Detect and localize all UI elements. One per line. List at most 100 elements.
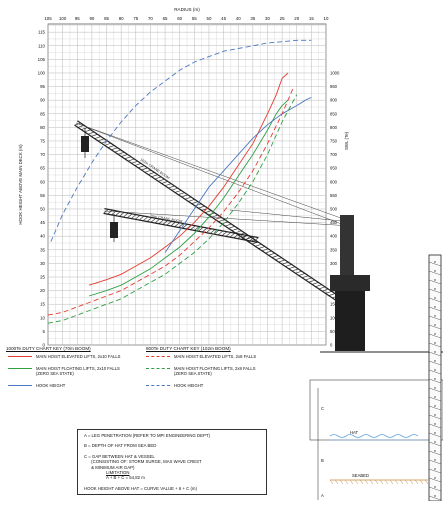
seabed-hatch [410, 480, 413, 484]
x-tick-label: 60 [177, 16, 182, 21]
series-line-102m-3 [48, 87, 294, 316]
x-tick-label: 10 [324, 16, 329, 21]
boom-lacing [226, 232, 231, 236]
x-tick-label: 105 [44, 16, 52, 21]
boom-lacing [319, 287, 325, 289]
y-tick-label: 100 [38, 70, 46, 75]
boom-lacing [143, 217, 148, 221]
seabed-hatch [385, 480, 388, 484]
boom-lacing [232, 229, 238, 231]
x-tick-label: 50 [207, 16, 212, 21]
boom-lacing [312, 282, 318, 284]
seabed-hatch [375, 480, 378, 484]
y2-tick-label: 550 [330, 193, 338, 198]
leg-hole [434, 468, 435, 469]
y-tick-label: 20 [40, 288, 45, 293]
boom-lacing [178, 193, 184, 195]
boom-lacing [285, 264, 291, 266]
legend-swatch [8, 368, 32, 369]
y2-tick-label: 600 [330, 179, 338, 184]
x-axis-title: RADIUS (m) [174, 7, 200, 12]
leg-hole [434, 288, 435, 289]
boom-lacing [98, 139, 104, 141]
seabed-hatch [330, 480, 333, 484]
x-tick-label: 95 [75, 16, 80, 21]
boom-label-102m: 102m CRANE BOOM [139, 158, 170, 181]
seabed-hatch [420, 480, 423, 484]
crane-base [335, 291, 365, 351]
x-tick-label: 45 [221, 16, 226, 21]
leg-hole [434, 405, 435, 406]
legend-label: MAIN HOIST FLOATING LIFTS, 2x8 FALLS (ZE… [174, 366, 256, 376]
x-tick-label: 20 [294, 16, 299, 21]
y2-tick-label: 900 [330, 98, 338, 103]
y2-tick-label: 300 [330, 261, 338, 266]
y2-tick-label: 350 [330, 247, 338, 252]
y2-tick-label: 950 [330, 84, 338, 89]
hat-label: HAT [350, 430, 359, 435]
y-tick-label: 60 [40, 179, 45, 184]
boom-lacing [148, 172, 154, 174]
boom-lacing [212, 215, 218, 217]
legend-swatch [146, 385, 170, 386]
boom-lacing [108, 146, 114, 148]
seabed-hatch [390, 480, 393, 484]
y-tick-label: 95 [40, 84, 45, 89]
boom-lacing [295, 271, 301, 273]
boom-lacing [255, 244, 261, 246]
boom-lacing [81, 128, 87, 130]
seabed-hatch [365, 480, 368, 484]
legend-item-left-1: MAIN HOIST FLOATING LIFTS, 2x10 FALLS (Z… [8, 366, 120, 376]
legend-item-right-2: HOOK HEIGHT [146, 383, 203, 388]
boom-lacing [259, 246, 265, 248]
seabed-hatch [395, 480, 398, 484]
boom-lacing [292, 269, 298, 271]
legend-item-right-0: MAIN HOIST ELEVATED LIFTS, 2x8 FALLS [146, 354, 256, 359]
boom-lacing [91, 134, 97, 136]
x-tick-label: 55 [192, 16, 197, 21]
boom-lacing [128, 159, 134, 161]
boom-lacing [195, 204, 201, 206]
pendant-wire [76, 123, 352, 222]
boom-lacing [185, 197, 191, 199]
leg-hole [434, 486, 435, 487]
y-axis-title: HOOK HEIGHT ABOVE MAIN DECK (m) [18, 144, 23, 225]
dim-a-label: A [321, 493, 324, 498]
x-tick-label: 30 [265, 16, 270, 21]
leg-hole [434, 450, 435, 451]
boom-lacing [105, 143, 111, 145]
y-tick-label: 110 [38, 43, 46, 48]
y-tick-label: 25 [40, 274, 45, 279]
hat-waterline [330, 435, 418, 438]
boom-lacing [168, 186, 174, 188]
seabed-hatch [355, 480, 358, 484]
boom-lacing [175, 190, 181, 192]
legend-label: MAIN HOIST ELEVATED LIFTS, 2x10 FALLS [36, 354, 120, 359]
boom-chord [77, 121, 338, 296]
y2-tick-label: 650 [330, 166, 338, 171]
y-tick-label: 45 [40, 220, 45, 225]
boom-lacing [265, 251, 271, 253]
boom-lacing [145, 170, 151, 172]
leg-hole [434, 396, 435, 397]
jackup-leg [429, 255, 441, 501]
legend-label: MAIN HOIST ELEVATED LIFTS, 2x8 FALLS [174, 354, 256, 359]
y-tick-label: 15 [40, 302, 45, 307]
boom-lacing [225, 224, 231, 226]
pendant-wire [230, 210, 352, 222]
y-tick-label: 40 [40, 234, 45, 239]
legend-swatch [146, 368, 170, 369]
leg-hole [434, 378, 435, 379]
seabed-hatch [360, 480, 363, 484]
crane-pedestal [330, 275, 370, 291]
legend-label: MAIN HOIST FLOATING LIFTS, 2x10 FALLS (Z… [36, 366, 120, 376]
boom-70m [104, 209, 259, 243]
crane-mast [340, 215, 354, 275]
leg-hole [434, 333, 435, 334]
boom-lacing [111, 148, 117, 150]
leg-hole [434, 315, 435, 316]
seabed-label: SEABED [352, 473, 369, 478]
y2-tick-label: 850 [330, 111, 338, 116]
boom-lacing [115, 212, 120, 216]
